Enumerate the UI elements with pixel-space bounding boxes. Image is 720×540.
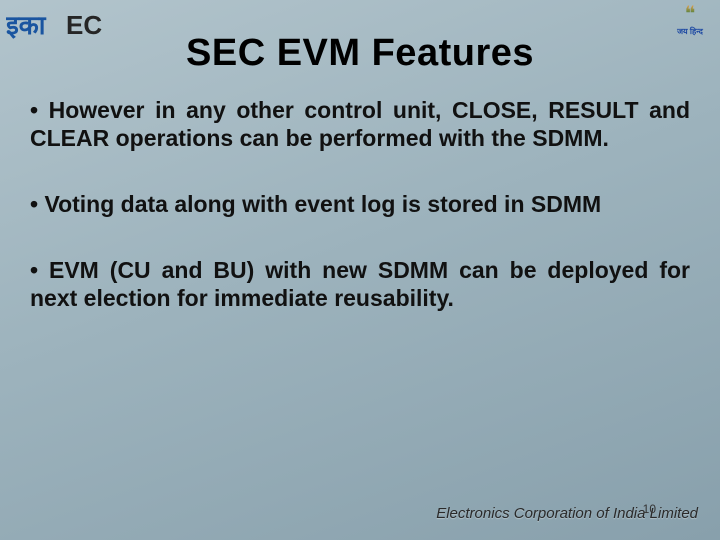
slide: इका EC ❝ जय हिन्द SEC EVM Features • How…: [0, 0, 720, 540]
flame-icon: ❝: [670, 4, 710, 24]
bullet-3: • EVM (CU and BU) with new SDMM can be d…: [30, 256, 690, 312]
slide-title: SEC EVM Features: [0, 32, 720, 75]
footer-text: Electronics Corporation of India Limited: [436, 505, 698, 522]
bullet-2: • Voting data along with event log is st…: [30, 190, 690, 218]
slide-body: • However in any other control unit, CLO…: [30, 96, 690, 350]
bullet-1: • However in any other control unit, CLO…: [30, 96, 690, 152]
